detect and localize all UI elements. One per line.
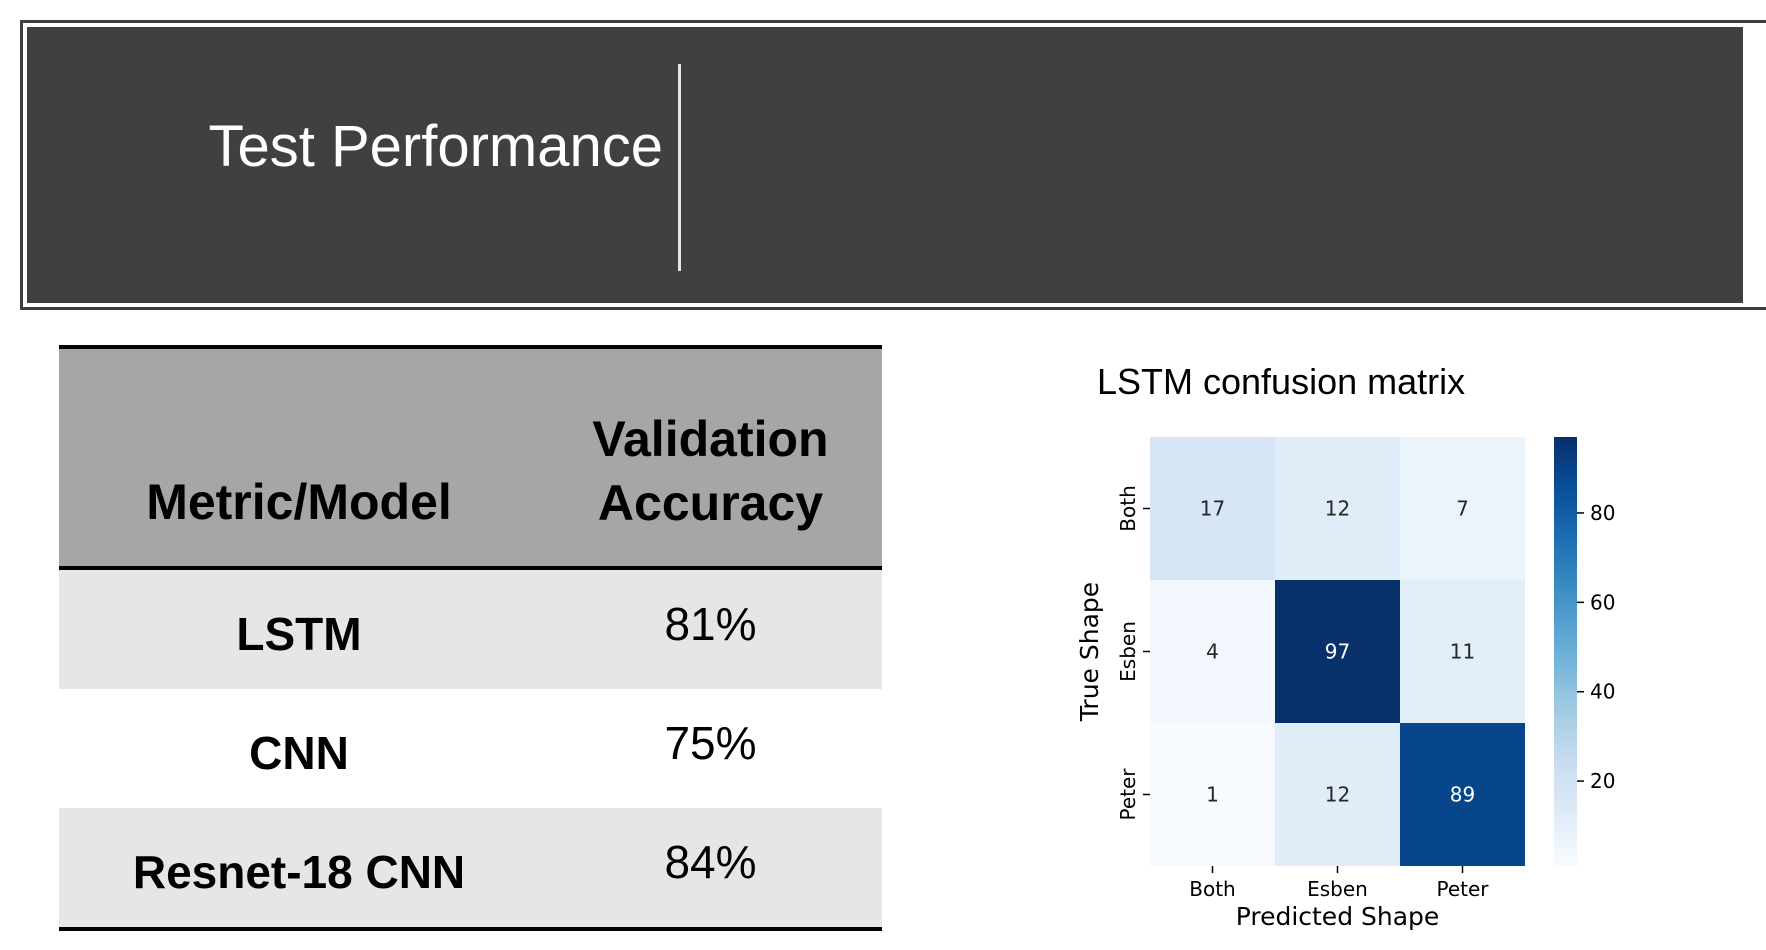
model-accuracy: 84% [664, 836, 757, 888]
heatmap-cell [1275, 723, 1400, 866]
table-row: CNN 75% [59, 689, 882, 808]
y-tick-label: Both [1116, 485, 1140, 531]
cell-value-label: 12 [1325, 783, 1350, 807]
title-banner: Test Performance [27, 27, 1743, 303]
x-tick-label: Esben [1307, 877, 1368, 901]
y-tick-label: Peter [1116, 768, 1140, 821]
model-name: CNN [249, 727, 349, 779]
model-accuracy: 75% [664, 717, 757, 769]
colorbar [1554, 437, 1577, 866]
header-accuracy: Accuracy [597, 475, 824, 531]
x-axis-label: Predicted Shape [1236, 902, 1440, 931]
cell-value-label: 11 [1450, 640, 1475, 664]
heatmap-cell [1275, 580, 1400, 723]
table-row: LSTM 81% [59, 570, 882, 689]
colorbar-tick-label: 40 [1590, 680, 1615, 704]
cell-value-label: 1 [1206, 783, 1219, 807]
heatmap-cell [1150, 437, 1275, 580]
y-tick-label: Esben [1116, 621, 1140, 682]
cell-value-label: 7 [1456, 497, 1469, 521]
header-metric-model: Metric/Model [146, 474, 452, 530]
header-validation-accuracy: Validation Accuracy [539, 407, 882, 535]
cell-value-label: 12 [1325, 497, 1350, 521]
banner-divider [678, 64, 681, 271]
x-tick-label: Peter [1436, 877, 1489, 901]
slide-title: Test Performance [208, 114, 663, 179]
heatmap-cell [1150, 580, 1275, 723]
colorbar-tick-label: 80 [1590, 501, 1615, 525]
results-table: Metric/Model Validation Accuracy LSTM 81… [59, 345, 882, 931]
header-validation: Validation [592, 411, 829, 467]
cell-value-label: 4 [1206, 640, 1219, 664]
heatmap-cell [1400, 437, 1525, 580]
heatmap-cell [1275, 437, 1400, 580]
heatmap-cell [1400, 723, 1525, 866]
model-accuracy: 81% [664, 598, 757, 650]
cell-value-label: 97 [1325, 640, 1350, 664]
x-tick-label: Both [1189, 877, 1235, 901]
table-header: Metric/Model Validation Accuracy [59, 345, 882, 570]
y-axis-label: True Shape [1075, 582, 1104, 722]
model-name: Resnet-18 CNN [132, 846, 466, 898]
colorbar-tick-label: 20 [1590, 769, 1615, 793]
heatmap-cell [1400, 580, 1525, 723]
table-row: Resnet-18 CNN 84% [59, 808, 882, 931]
cell-value-label: 17 [1200, 497, 1225, 521]
model-name: LSTM [236, 608, 362, 660]
chart-title: LSTM confusion matrix [1097, 361, 1466, 402]
cell-value-label: 89 [1450, 783, 1475, 807]
heatmap-cell [1150, 723, 1275, 866]
colorbar-tick-label: 60 [1590, 590, 1615, 614]
